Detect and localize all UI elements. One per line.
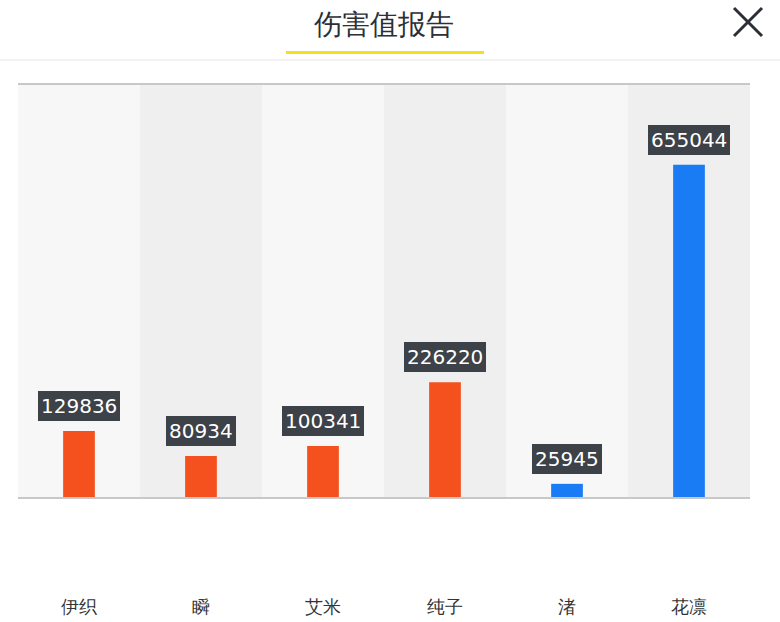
svg-text:伤害值报告: 伤害值报告: [314, 8, 454, 41]
svg-text:80934: 80934: [169, 419, 233, 443]
svg-text:655044: 655044: [651, 128, 727, 152]
svg-text:伊织: 伊织: [61, 596, 97, 617]
svg-text:渚: 渚: [558, 596, 576, 617]
svg-text:瞬: 瞬: [192, 596, 210, 617]
svg-text:226220: 226220: [407, 345, 483, 369]
svg-text:129836: 129836: [41, 394, 117, 418]
svg-text:艾米: 艾米: [305, 596, 341, 617]
svg-text:25945: 25945: [535, 447, 599, 471]
svg-text:纯子: 纯子: [427, 596, 463, 617]
svg-text:花凛: 花凛: [671, 596, 707, 617]
svg-text:100341: 100341: [285, 409, 361, 433]
